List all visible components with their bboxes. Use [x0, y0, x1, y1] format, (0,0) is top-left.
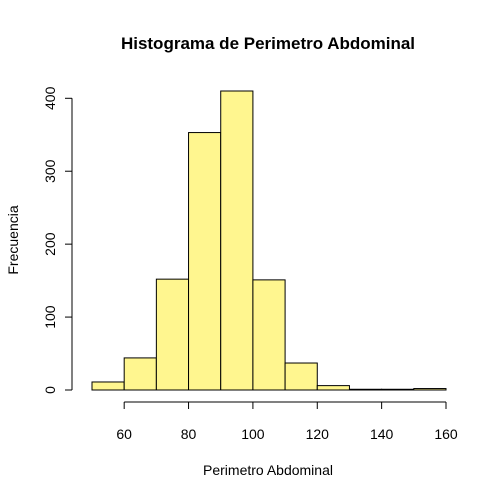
y-tick-label: 400	[42, 86, 58, 110]
histogram-bar	[91, 381, 125, 391]
x-tick-label: 120	[306, 426, 330, 442]
y-axis: 0 100 200 300 400	[42, 86, 73, 394]
bars-group	[91, 90, 447, 391]
histogram-bar	[123, 357, 157, 391]
chart-title: Histograma de Perimetro Abdominal	[121, 34, 415, 53]
x-tick-label: 100	[241, 426, 265, 442]
y-tick-label: 0	[42, 386, 58, 394]
histogram-bar	[284, 362, 318, 391]
histogram-bar	[413, 388, 447, 391]
histogram-bar	[381, 388, 415, 391]
histogram-bar	[155, 278, 190, 391]
x-tick-label: 60	[116, 426, 132, 442]
x-axis-label: Perimetro Abdominal	[203, 462, 333, 478]
x-tick-label: 80	[181, 426, 197, 442]
histogram-bar	[316, 385, 350, 391]
y-tick-label: 200	[42, 232, 58, 256]
histogram-bar	[188, 132, 222, 391]
y-tick-label: 100	[42, 305, 58, 329]
x-axis: 60 80 100 120 140 160	[116, 401, 458, 442]
x-tick-label: 140	[370, 426, 394, 442]
histogram-bar	[348, 388, 383, 391]
histogram-bar	[252, 279, 286, 391]
y-axis-label: Frecuencia	[5, 205, 21, 274]
x-tick-label: 160	[434, 426, 458, 442]
histogram-bar	[220, 90, 254, 391]
y-tick-label: 300	[42, 159, 58, 183]
